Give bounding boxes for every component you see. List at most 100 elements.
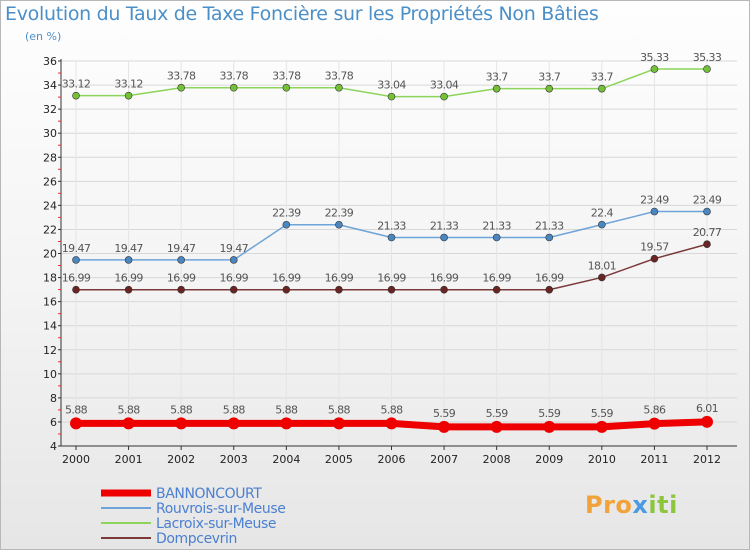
data-point [72, 91, 80, 100]
data-label: 16.99 [535, 272, 564, 285]
data-point [492, 84, 501, 93]
x-tick-label: 2000 [62, 453, 90, 466]
data-point [229, 83, 238, 92]
data-point [387, 233, 396, 242]
data-label: 33.7 [591, 71, 614, 84]
data-point [385, 417, 398, 430]
data-point [72, 256, 80, 264]
data-point [177, 83, 185, 92]
y-tick-label: 32 [43, 103, 57, 116]
x-tick-label: 2005 [325, 453, 353, 466]
data-label: 22.4 [591, 207, 614, 220]
data-point [387, 92, 396, 101]
y-tick-label: 12 [43, 344, 57, 357]
x-tick-label: 2001 [115, 453, 143, 466]
data-label: 23.49 [640, 194, 669, 207]
data-point [492, 285, 501, 294]
series-lacroix-sur-meuse: 33.12 33.12 33.78 33.78 33.78 33.78 33.04 33.04… [62, 51, 722, 101]
data-point [282, 285, 291, 294]
data-label: 5.88 [275, 403, 298, 416]
data-point [648, 417, 661, 430]
data-label: 5.88 [170, 403, 193, 416]
data-label: 19.47 [114, 242, 143, 255]
data-point [545, 233, 554, 242]
data-point [703, 240, 711, 249]
data-point [280, 417, 293, 430]
data-label: 21.33 [377, 219, 406, 232]
data-label: 33.78 [167, 70, 196, 83]
data-point [122, 417, 135, 430]
data-point [229, 256, 238, 264]
data-label: 5.88 [118, 403, 141, 416]
y-tick-label: 6 [50, 416, 57, 429]
legend-label: Lacroix-sur-Meuse [156, 516, 276, 532]
data-point [543, 420, 556, 433]
y-tick-label: 34 [43, 79, 57, 92]
proxiti-logo: Proxiti [585, 491, 678, 519]
data-point [227, 417, 240, 430]
x-tick-label: 2002 [167, 453, 195, 466]
data-point [440, 92, 448, 101]
legend: BANNONCOURTRouvrois-sur-MeuseLacroix-sur… [101, 486, 286, 547]
data-point [650, 65, 659, 73]
data-label: 16.99 [167, 272, 196, 285]
data-point [175, 417, 188, 430]
data-label: 16.99 [482, 272, 511, 285]
x-tick-label: 2003 [220, 453, 248, 466]
data-point [703, 207, 711, 216]
data-label: 35.33 [693, 51, 722, 64]
data-label: 33.78 [220, 70, 249, 83]
y-tick-label: 8 [50, 392, 57, 405]
data-point [124, 256, 133, 264]
data-point [598, 273, 606, 282]
data-point [332, 417, 345, 430]
y-tick-label: 20 [43, 248, 57, 261]
data-point [595, 420, 608, 433]
x-tick-label: 2006 [378, 453, 406, 466]
data-label: 19.47 [167, 242, 196, 255]
data-point [335, 83, 343, 92]
data-label: 33.78 [272, 70, 301, 83]
x-tick-label: 2008 [483, 453, 511, 466]
data-label: 5.88 [65, 403, 88, 416]
y-tick-label: 26 [43, 175, 57, 188]
data-point [650, 207, 659, 216]
x-tick-label: 2009 [535, 453, 563, 466]
data-label: 5.59 [538, 407, 561, 420]
legend-label: Rouvrois-sur-Meuse [156, 501, 285, 517]
data-label: 16.99 [325, 272, 354, 285]
y-tick-label: 24 [43, 199, 57, 212]
data-point [335, 285, 343, 294]
y-tick-label: 16 [43, 296, 57, 309]
data-label: 16.99 [377, 272, 406, 285]
data-point [545, 285, 554, 294]
data-label: 5.59 [433, 407, 456, 420]
data-label: 35.33 [640, 51, 669, 64]
data-label: 19.47 [62, 242, 91, 255]
y-tick-label: 4 [50, 440, 57, 453]
data-label: 5.88 [380, 403, 403, 416]
y-tick-label: 22 [43, 223, 57, 236]
data-label: 5.86 [643, 404, 666, 417]
logo-part-1: Pro [585, 491, 633, 519]
data-label: 21.33 [482, 219, 511, 232]
data-label: 16.99 [114, 272, 143, 285]
data-label: 5.88 [223, 403, 246, 416]
data-label: 16.99 [220, 272, 249, 285]
series-rouvrois-sur-meuse: 19.47 19.47 19.47 19.47 22.39 22.39 21.33 21.33… [62, 194, 722, 264]
data-label: 16.99 [430, 272, 459, 285]
data-point [335, 220, 343, 229]
chart-title: Evolution du Taux de Taxe Foncière sur l… [5, 3, 599, 25]
y-tick-label: 14 [43, 320, 57, 333]
data-label: 20.77 [693, 226, 722, 239]
data-label: 33.7 [538, 71, 561, 84]
data-point [490, 420, 503, 433]
data-point [703, 65, 711, 73]
data-label: 5.59 [591, 407, 614, 420]
data-label: 5.59 [486, 407, 509, 420]
data-point [282, 83, 291, 92]
data-point [387, 285, 396, 294]
data-label: 33.12 [114, 78, 143, 91]
data-label: 16.99 [272, 272, 301, 285]
data-label: 16.99 [62, 272, 91, 285]
